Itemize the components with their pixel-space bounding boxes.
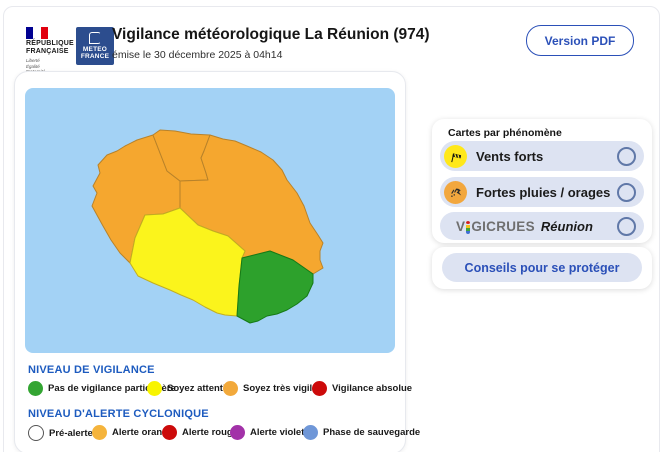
republique-francaise-logo: RÉPUBLIQUE FRANÇAISE Liberté Égalité Fra… [26, 27, 74, 75]
green-dot-icon [28, 381, 43, 396]
map-zone-est[interactable] [179, 134, 324, 275]
vigilance-map-card: NIVEAU DE VIGILANCE Pas de vigilance par… [14, 71, 420, 452]
reunion-map[interactable] [25, 88, 395, 353]
cyclone-legend-row: Pré-alerte Alerte orange Alerte rouge Al… [15, 425, 420, 443]
brand-line: RÉPUBLIQUE [26, 40, 74, 47]
map-zone-sud-est[interactable] [236, 250, 314, 324]
header: RÉPUBLIQUE FRANÇAISE Liberté Égalité Fra… [26, 25, 642, 74]
purple-dot-icon [230, 425, 245, 440]
legend-item: Phase de sauvegarde [303, 425, 420, 440]
legend-item: Soyez très vigilant [223, 381, 326, 396]
phenomenon-vents-forts[interactable]: Vents forts [440, 141, 644, 171]
issued-timestamp: émise le 30 décembre 2025 à 04h14 [112, 49, 283, 61]
legend-item: Alerte orange [92, 425, 173, 440]
phenomena-card: Cartes par phénomène Vents forts [432, 119, 652, 243]
white-dot-icon [28, 425, 44, 441]
yellow-dot-icon [147, 381, 162, 396]
vigilance-legend-heading: NIVEAU DE VIGILANCE [28, 364, 155, 376]
french-flag-icon [26, 27, 48, 39]
vigicrues-gauge-icon [466, 220, 471, 234]
orange-dot-icon [223, 381, 238, 396]
red-dot-icon [162, 425, 177, 440]
radio-fortes-pluies[interactable] [617, 182, 636, 202]
meteo-france-glyph-icon [89, 32, 101, 44]
map-zone-sud-ouest[interactable] [129, 207, 246, 317]
rain-storm-icon [444, 180, 467, 204]
phenomena-heading: Cartes par phénomène [448, 127, 562, 139]
phenomenon-label: Vents forts [476, 148, 544, 164]
radio-vents-forts[interactable] [617, 146, 636, 166]
conseils-button[interactable]: Conseils pour se protéger [442, 253, 642, 282]
orange-dot-icon [92, 425, 107, 440]
page-title: Vigilance météorologique La Réunion (974… [112, 26, 430, 43]
blue-dot-icon [303, 425, 318, 440]
legend-item: Alerte violette [230, 425, 313, 440]
legend-item: Alerte rouge [162, 425, 238, 440]
phenomenon-vigicrues[interactable]: V GICRUES Réunion [440, 212, 644, 240]
legend-item: Soyez attentif [147, 381, 229, 396]
legend-item: Pas de vigilance particulière [28, 381, 176, 396]
legend-item: Vigilance absolue [312, 381, 412, 396]
red-dot-icon [312, 381, 327, 396]
main-card: RÉPUBLIQUE FRANÇAISE Liberté Égalité Fra… [3, 6, 660, 452]
vigicrues-logo: V GICRUES Réunion [456, 218, 593, 234]
version-pdf-button[interactable]: Version PDF [526, 25, 634, 56]
phenomenon-label: Fortes pluies / orages [476, 184, 611, 200]
brand-line: FRANÇAISE [26, 48, 69, 55]
advice-card: Conseils pour se protéger [432, 247, 652, 289]
reunion-island-map [91, 129, 324, 324]
phenomenon-fortes-pluies[interactable]: Fortes pluies / orages [440, 177, 644, 207]
legend-item: Pré-alerte [28, 425, 93, 441]
cyclone-legend-heading: NIVEAU D'ALERTE CYCLONIQUE [28, 408, 209, 420]
meteo-france-logo: METEO FRANCE [76, 27, 114, 65]
vigilance-legend-row: Pas de vigilance particulière Soyez atte… [15, 381, 412, 399]
radio-vigicrues[interactable] [617, 216, 636, 236]
windsock-icon [444, 144, 467, 168]
